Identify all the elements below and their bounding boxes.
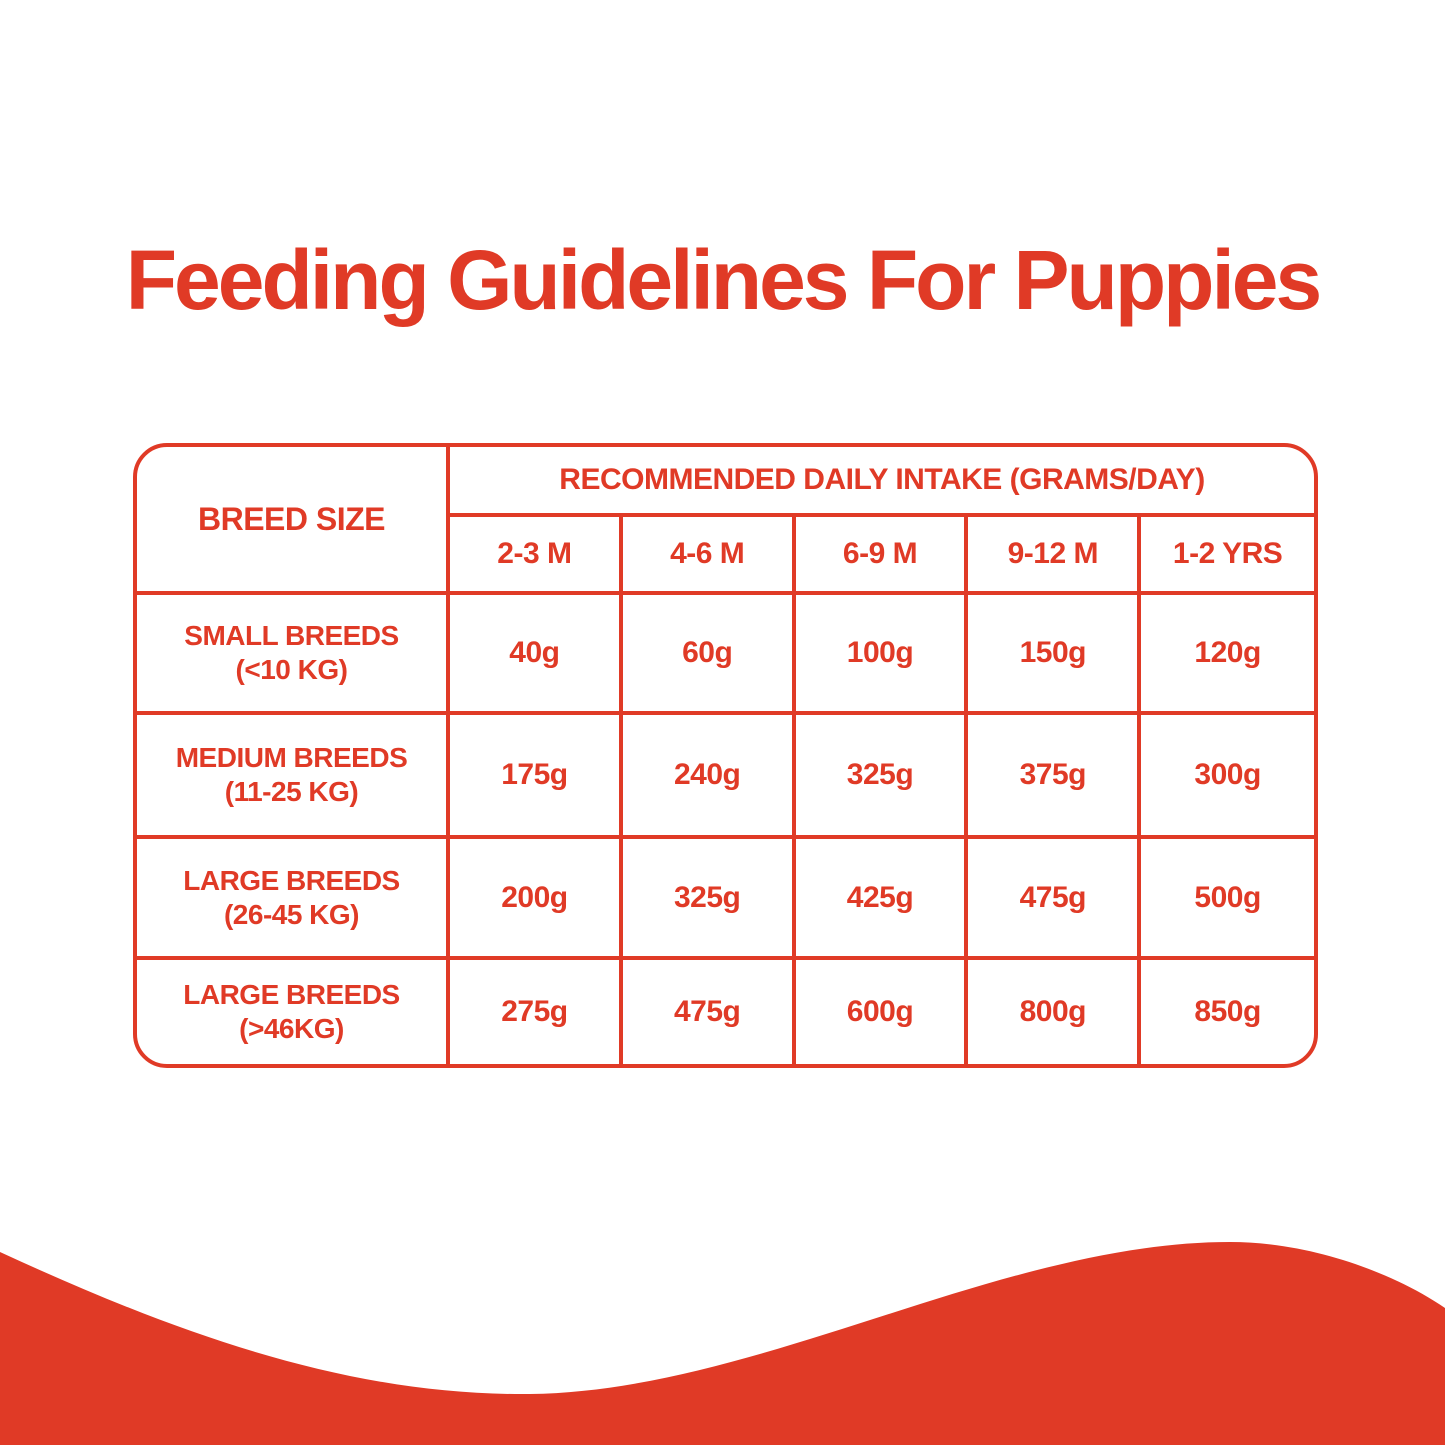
feeding-guidelines-table: BREED SIZE RECOMMENDED DAILY INTAKE (GRA… (133, 443, 1318, 1068)
intake-value: 800g (968, 960, 1142, 1064)
intake-value: 325g (622, 839, 796, 960)
age-column-header-1-2yrs: 1-2 YRS (1141, 517, 1314, 595)
intake-value: 275g (450, 960, 623, 1064)
intake-value: 60g (622, 595, 796, 715)
breed-name: MEDIUM BREEDS (175, 742, 408, 774)
age-column-header-2-3m: 2-3 M (450, 517, 623, 595)
intake-group-header: RECOMMENDED DAILY INTAKE (GRAMS/DAY) (450, 447, 1314, 517)
intake-value: 40g (450, 595, 623, 715)
intake-value: 600g (796, 960, 969, 1064)
intake-value: 300g (1141, 715, 1314, 839)
breed-name: SMALL BREEDS (184, 620, 399, 652)
row-label-large-breeds: LARGE BREEDS (26-45 KG) (137, 839, 450, 960)
intake-value: 375g (968, 715, 1142, 839)
breed-size-header: BREED SIZE (137, 447, 450, 595)
intake-value: 150g (968, 595, 1142, 715)
breed-weight-range: (>46KG) (239, 1013, 344, 1044)
age-column-header-6-9m: 6-9 M (795, 517, 969, 595)
breed-weight-range: (11-25 KG) (224, 776, 359, 807)
intake-value: 475g (968, 839, 1142, 960)
age-column-header-9-12m: 9-12 M (968, 517, 1142, 595)
page-title: Feeding Guidelines For Puppies (125, 233, 1323, 327)
breed-weight-range: (26-45 KG) (223, 898, 360, 930)
intake-value: 850g (1194, 995, 1261, 1028)
intake-value: 500g (1141, 839, 1314, 960)
intake-value: 325g (795, 715, 969, 839)
breed-name: LARGE BREEDS (183, 979, 400, 1011)
intake-value: 200g (450, 839, 623, 960)
intake-value: 240g (622, 715, 796, 839)
breed-name: LARGE BREEDS (183, 864, 400, 896)
age-column-header-4-6m: 4-6 M (622, 517, 796, 595)
row-label-small-breeds: SMALL BREEDS (<10 KG) (137, 595, 450, 715)
row-label-medium-breeds: MEDIUM BREEDS (11-25 KG) (137, 715, 450, 839)
intake-value: 475g (623, 960, 796, 1064)
row-label-giant-breeds: LARGE BREEDS (>46KG) (137, 960, 450, 1064)
intake-value: 425g (795, 839, 969, 960)
intake-value: 120g (1141, 595, 1314, 715)
intake-value: 175g (450, 715, 623, 839)
breed-weight-range: (<10 KG) (235, 654, 348, 685)
intake-value: 100g (795, 595, 969, 715)
